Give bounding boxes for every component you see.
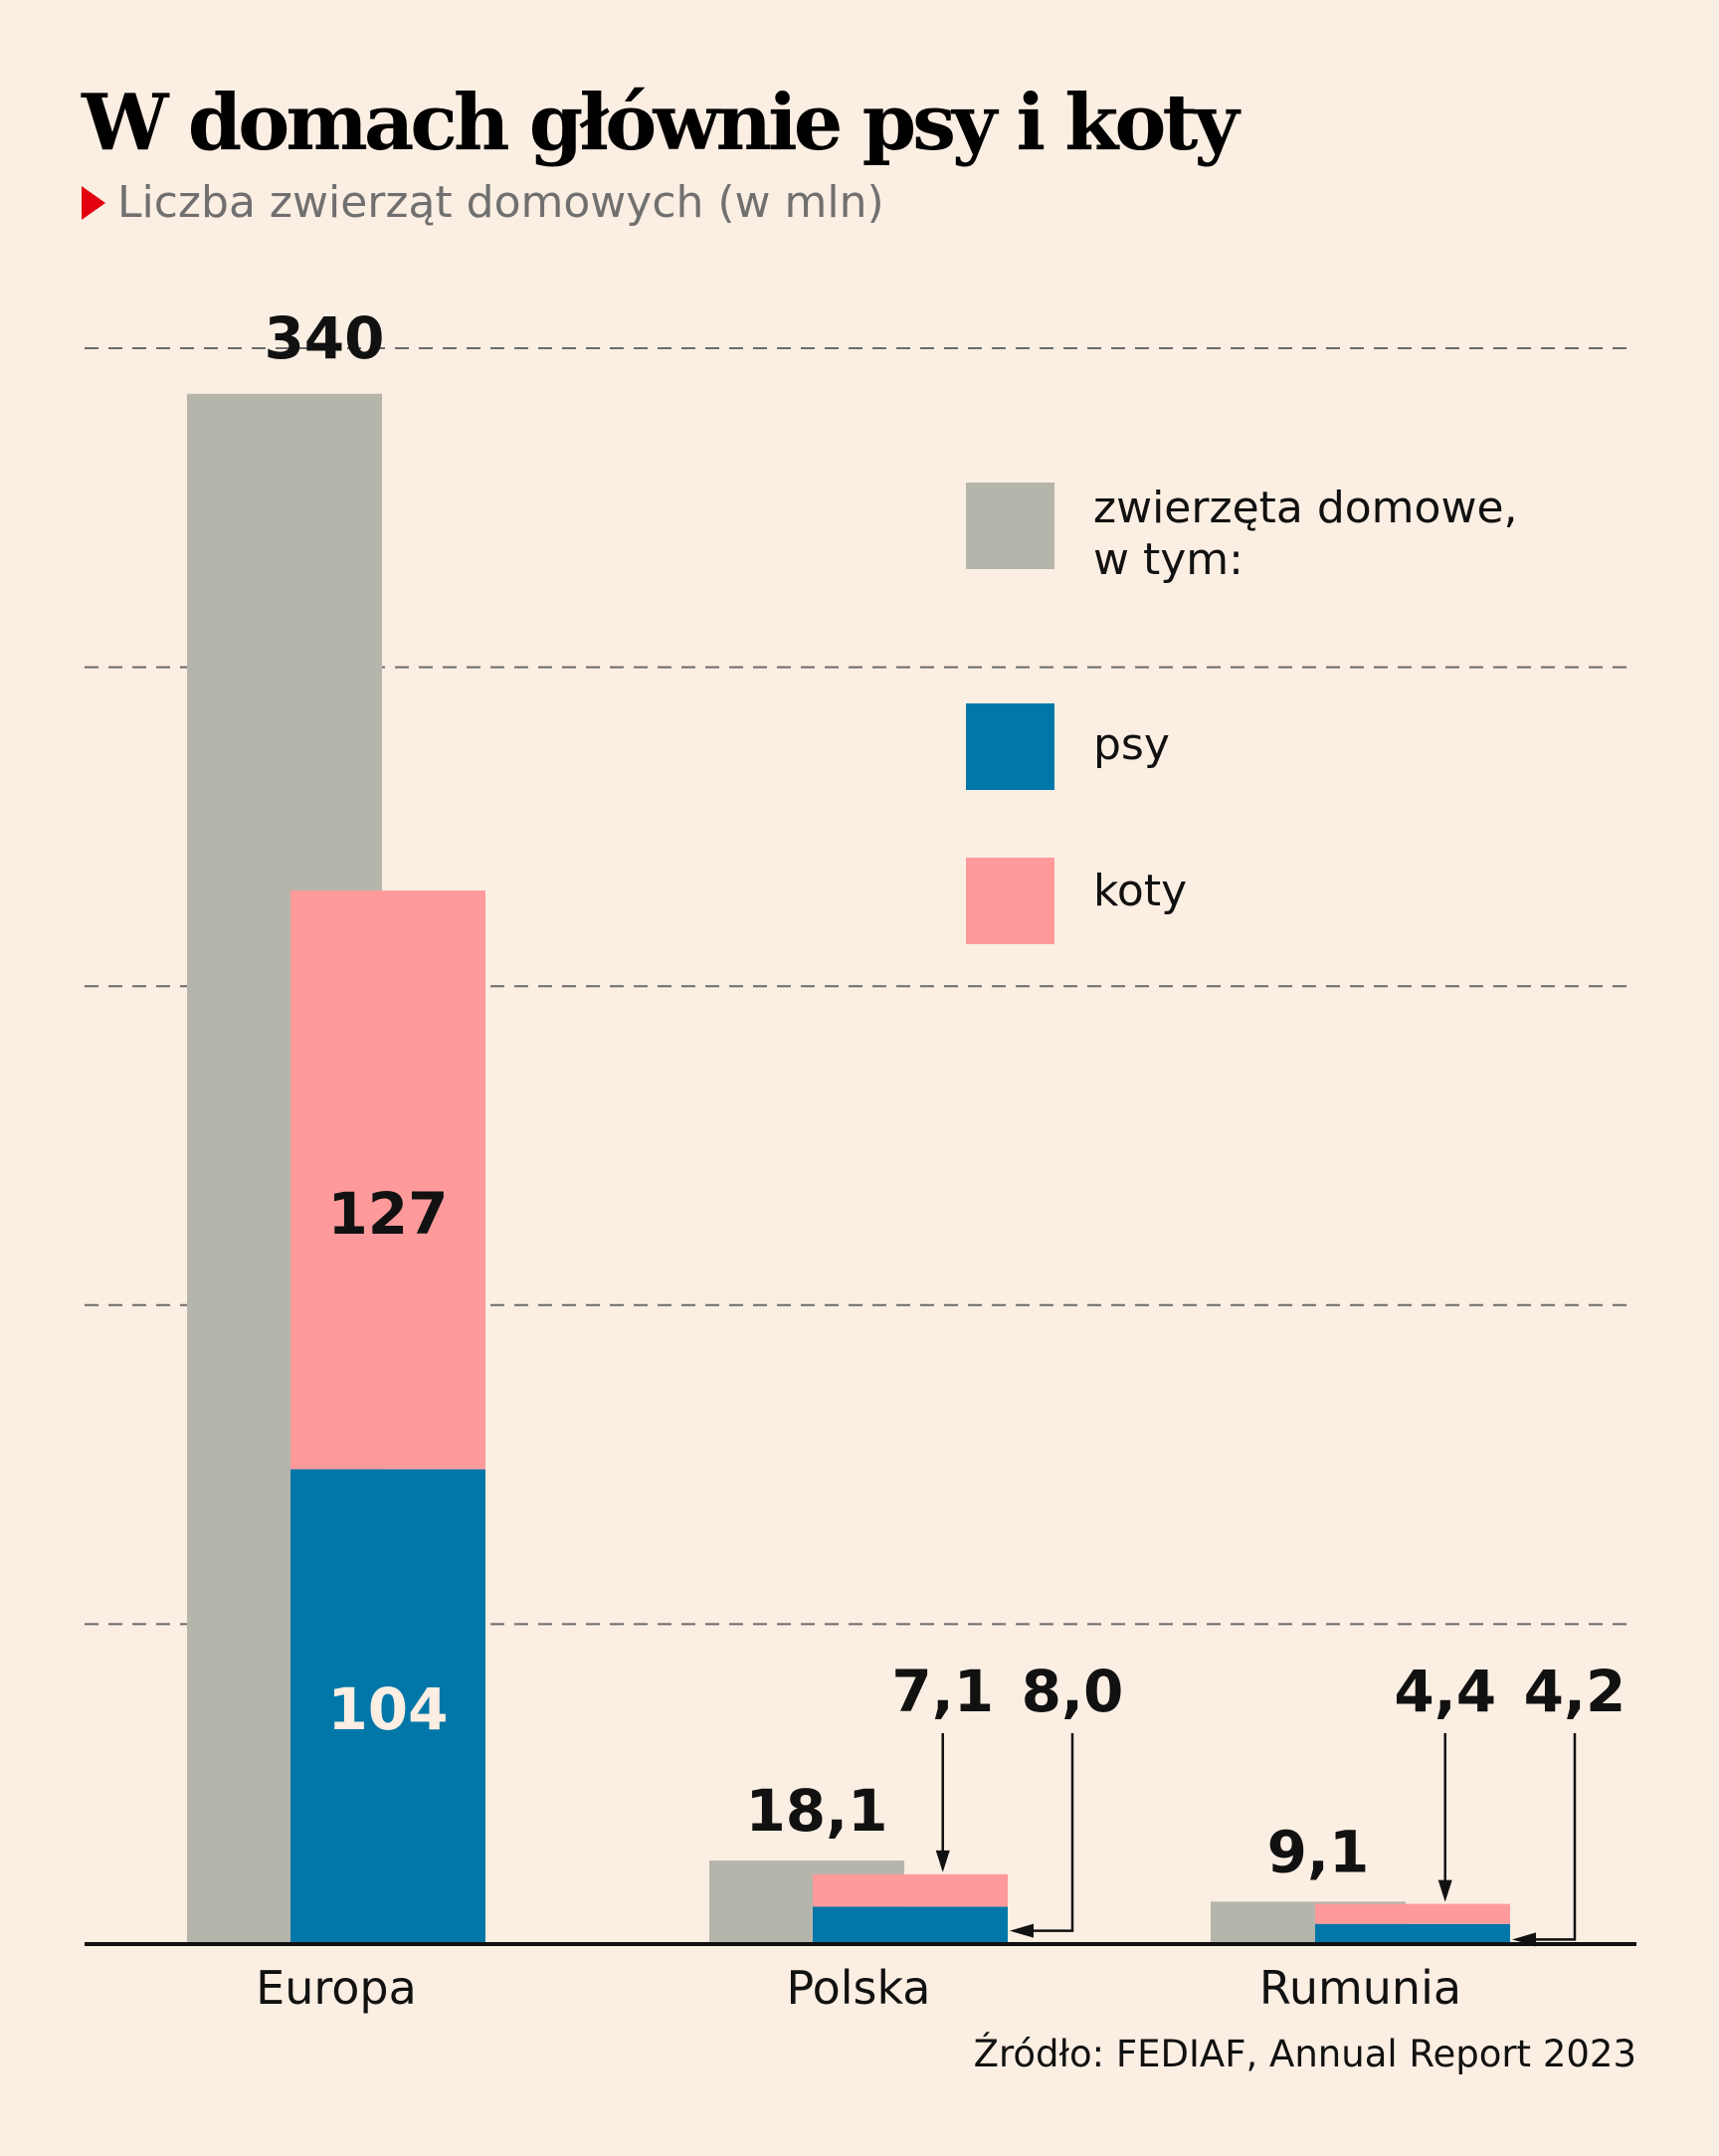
subtitle-text: Liczba zwierząt domowych (w mln) <box>117 177 884 228</box>
data-label-psy: 4,2 <box>1524 1658 1626 1725</box>
legend-label-total: zwierzęta domowe, w tym: <box>1093 483 1518 586</box>
x-tick-label: Rumunia <box>1259 1961 1461 2015</box>
bar-koty-europa <box>290 890 485 1470</box>
legend-label-koty: koty <box>1093 866 1188 916</box>
x-tick-label: Europa <box>256 1961 417 2015</box>
x-tick-label: Polska <box>786 1961 930 2015</box>
bar-koty-rumunia <box>1315 1903 1510 1924</box>
bar-psy-polska <box>813 1906 1008 1943</box>
arrow-head-psy-icon <box>1010 1923 1034 1938</box>
bar-psy-europa <box>290 1469 485 1943</box>
data-label-koty: 127 <box>327 1180 448 1248</box>
data-label-total: 9,1 <box>1267 1818 1370 1885</box>
annotation-line-psy <box>1534 1733 1577 1941</box>
triangle-marker-icon <box>82 185 105 220</box>
data-label-koty: 4,4 <box>1394 1658 1496 1725</box>
legend-label-psy: psy <box>1093 719 1170 770</box>
legend-item-total: zwierzęta domowe, w tym: <box>966 483 1518 586</box>
data-label-total: 340 <box>264 304 384 372</box>
bar-koty-polska <box>813 1873 1008 1907</box>
legend-label-line1: zwierzęta domowe, <box>1093 483 1518 533</box>
legend-swatch-psy <box>966 703 1054 790</box>
legend-swatch-koty <box>966 858 1054 944</box>
data-label-psy: 104 <box>327 1675 448 1743</box>
data-label-total: 18,1 <box>745 1777 887 1845</box>
bar-psy-rumunia <box>1315 1923 1510 1943</box>
chart-subtitle: Liczba zwierząt domowych (w mln) <box>82 177 884 228</box>
legend-swatch-total <box>966 483 1054 569</box>
arrow-head-koty-icon <box>935 1850 950 1872</box>
source-note: Źródło: FEDIAF, Annual Report 2023 <box>973 2033 1636 2075</box>
legend-label-line2: w tym: <box>1093 534 1243 585</box>
legend-item-koty: koty <box>966 858 1187 944</box>
chart-title: W domach głównie psy i koty <box>82 78 1240 168</box>
data-label-koty: 7,1 <box>891 1658 994 1725</box>
arrow-head-koty-icon <box>1437 1879 1452 1902</box>
annotation-line-psy <box>1032 1733 1074 1932</box>
data-label-psy: 8,0 <box>1022 1658 1124 1725</box>
legend-item-psy: psy <box>966 703 1170 790</box>
